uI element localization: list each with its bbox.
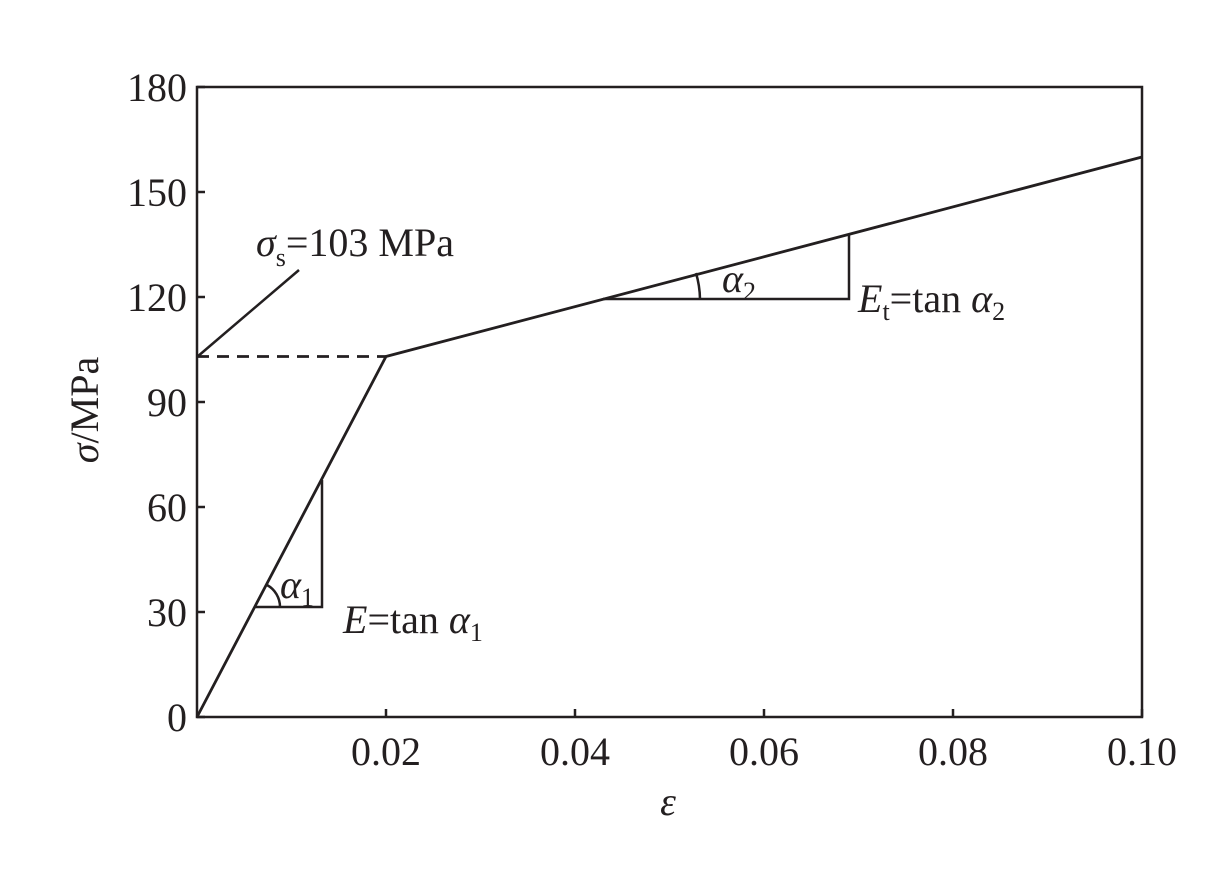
leader-line (196, 269, 300, 358)
angle-arc (266, 583, 282, 608)
x-tick-label: 0.02 (351, 729, 421, 774)
text: =tan (890, 276, 971, 321)
subscript: s (276, 243, 286, 272)
x-tick-label: 0.08 (918, 729, 988, 774)
symbol: α (280, 562, 302, 607)
subscript: 1 (470, 618, 483, 647)
x-tick-label: 0.10 (1107, 729, 1177, 774)
subscript: 2 (743, 277, 756, 306)
y-label-symbol: σ (62, 442, 107, 463)
x-tick-label: 0.06 (729, 729, 799, 774)
y-tick-label: 120 (127, 275, 187, 320)
y-axis-label: σ/MPa (62, 357, 107, 464)
y-tick-label: 0 (167, 695, 187, 740)
y-tick-label: 150 (127, 170, 187, 215)
angle: α (971, 276, 993, 321)
x-tick-label: 0.04 (540, 729, 610, 774)
subscript: 1 (301, 583, 314, 612)
symbol: E (342, 597, 367, 642)
text: =tan (367, 597, 448, 642)
y-tick-label: 180 (127, 65, 187, 110)
alpha-label: α2 (722, 256, 756, 306)
alpha-label: α1 (280, 562, 314, 612)
symbol: σ (256, 220, 277, 265)
slope-triangle (255, 480, 324, 609)
yield-annotation: σs=103 MPa (256, 220, 454, 272)
angle-arc (694, 272, 702, 300)
subscript: 2 (992, 297, 1005, 326)
x-axis-label: ε (660, 779, 676, 824)
y-label-unit: /MPa (62, 357, 107, 444)
y-tick-label: 60 (147, 485, 187, 530)
slope-triangle (603, 235, 851, 301)
angle: α (449, 597, 471, 642)
symbol: E (857, 276, 882, 321)
plot-frame (195, 85, 1144, 719)
modulus-annotation: E=tan α1 (342, 597, 483, 647)
tangent-annotation: Et=tan α2 (857, 276, 1005, 326)
y-tick-label: 90 (147, 380, 187, 425)
y-tick-label: 30 (147, 590, 187, 635)
text: =103 MPa (286, 220, 454, 265)
subscript: t (882, 297, 890, 326)
